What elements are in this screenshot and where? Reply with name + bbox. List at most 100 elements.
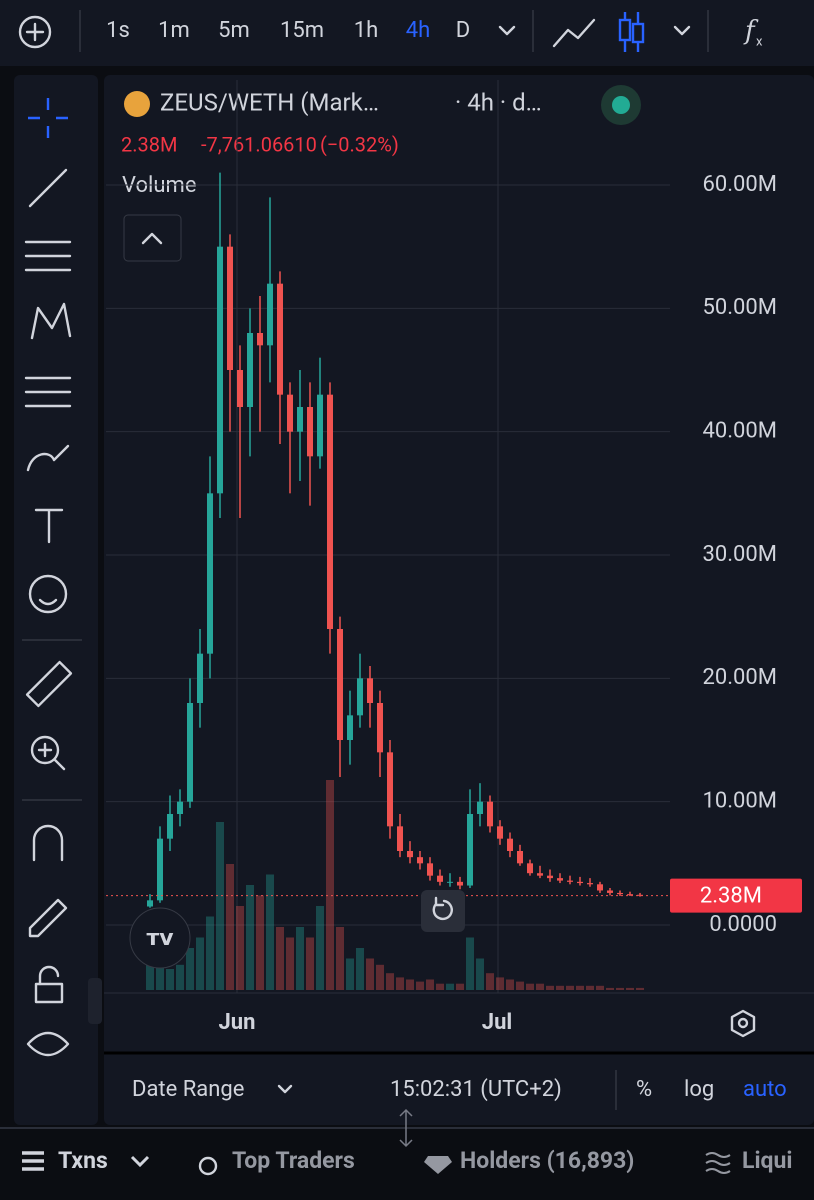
candle-body [417,857,423,864]
collapse-toolbar[interactable] [88,978,102,1024]
candle-body [637,894,643,896]
emoji-tool[interactable] [28,574,68,614]
volume-bar [206,916,214,990]
volume-bar [166,969,174,990]
candle-body [177,801,183,814]
candle-body [207,493,213,654]
top-toolbar [0,0,814,66]
candle-body [157,838,163,901]
line-chart-button[interactable] [552,18,596,48]
tv-logo[interactable] [129,907,191,969]
volume-bar [156,958,164,990]
candle-body [597,884,603,891]
chart-type-menu[interactable] [673,25,691,36]
bottom-tabs [0,1130,814,1200]
symbol[interactable]: ZEUS/WETH (Mark… [160,88,379,116]
lock-tool[interactable] [34,965,64,1004]
tab-menu[interactable] [130,1155,150,1168]
volume-bar [346,958,354,990]
date-range-menu[interactable] [277,1084,293,1094]
interval-button[interactable]: 1s [106,18,130,43]
candle-chart-button[interactable] [618,12,645,52]
add-button[interactable] [18,15,52,49]
settings-button[interactable] [730,1009,756,1038]
interval-button[interactable]: 4h [406,18,430,43]
fib-tool[interactable] [24,240,72,272]
clock: 15:02:31 (UTC+2) [390,1077,562,1102]
volume-bar [586,985,594,990]
magnet-tool[interactable] [32,824,64,862]
trendline-tool[interactable] [28,168,68,208]
liquidity-icon [705,1152,731,1174]
candle-body [507,838,513,851]
legend-last: 2.38M [121,132,177,156]
volume-bar [316,906,324,990]
tab-txns[interactable]: Txns [58,1147,108,1174]
volume-bar [266,874,274,990]
zoom-tool[interactable] [30,735,66,771]
candle-body [307,407,313,457]
interval-button[interactable]: D [456,18,470,43]
candle-body [147,900,153,907]
brush-tool[interactable] [26,444,70,472]
lock-drawings-tool[interactable] [28,898,68,938]
volume-bar [336,927,344,990]
resize-handle[interactable] [399,1108,413,1148]
ruler-tool[interactable] [25,660,73,708]
candle-body [427,863,433,876]
candle-body [317,394,323,457]
candle-body [357,678,363,716]
volume-bar [446,983,454,990]
interval-button[interactable]: 15m [280,18,324,43]
volume-bar [476,958,484,990]
volume-bar [616,987,624,990]
collapse-legend[interactable] [123,214,182,262]
tab-liquidity[interactable]: Liqui [742,1147,792,1174]
reset-button[interactable] [421,890,465,932]
indicators-button[interactable]: x [756,34,763,49]
volume-bar [176,964,184,990]
tab-top-traders[interactable]: Top Traders [232,1147,355,1174]
candle-body [227,246,233,370]
candle-body [477,801,483,814]
trophy-icon [198,1156,218,1176]
candle-body [257,333,263,346]
candle-body [247,333,253,407]
hide-tool[interactable] [26,1031,70,1057]
candle-body [387,752,393,827]
collapse-legend-icon [141,232,163,245]
percent-toggle[interactable]: % [636,1077,652,1102]
candle-body [517,851,523,864]
interval-menu[interactable] [498,25,516,36]
x-tick-label: Jun [219,1010,256,1035]
candle-body [237,370,243,407]
candle-body [607,890,613,893]
crosshair-tool[interactable] [28,98,68,138]
log-toggle[interactable]: log [684,1077,714,1102]
candle-body [367,678,373,703]
candle-body [187,703,193,802]
volume-bar [516,981,524,990]
volume-bar [146,948,154,990]
volume-bar [526,983,534,990]
volume-bar [506,979,514,990]
interval-button[interactable]: 5m [218,18,250,43]
candle-body [487,801,493,827]
auto-toggle[interactable]: auto [743,1077,787,1102]
date-range[interactable]: Date Range [132,1077,244,1102]
tv-logo-mark: ᴛᴠ [146,926,174,951]
volume-bar [626,987,634,990]
interval-button[interactable]: 1h [354,18,378,43]
forecast-tool[interactable] [24,376,72,408]
volume-bar [426,979,434,990]
status-dot [612,96,630,114]
candle-body [277,283,283,395]
candle-body [327,394,333,629]
candle-body [347,715,353,740]
text-tool[interactable] [34,508,64,544]
pattern-tool[interactable] [30,302,72,340]
tab-holders[interactable]: Holders (16,893) [460,1147,634,1174]
interval-button[interactable]: 1m [158,18,190,43]
token-icon [124,91,150,117]
